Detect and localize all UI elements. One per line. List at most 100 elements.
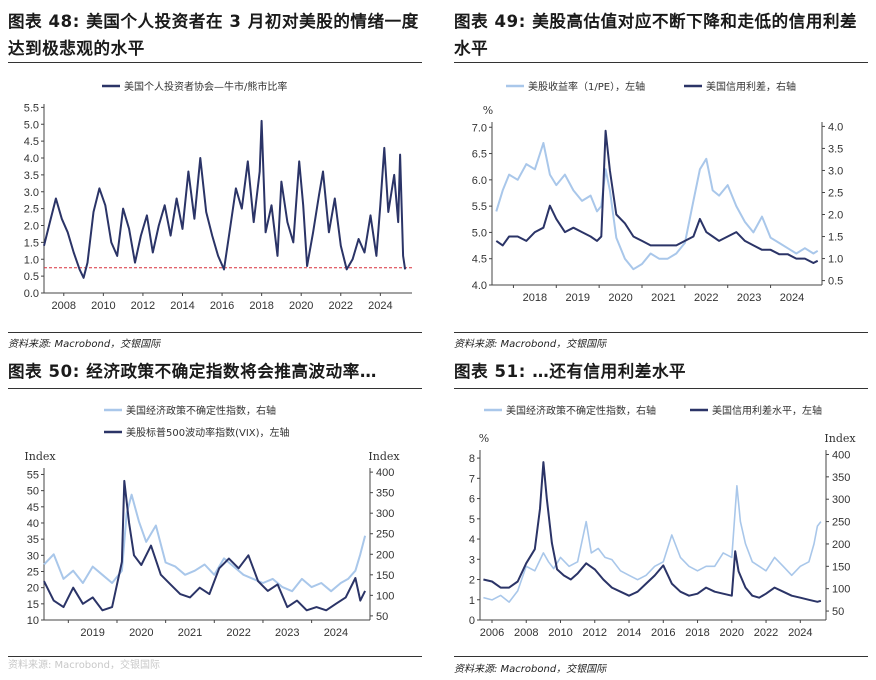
title-rule [454, 388, 868, 389]
y-tick-label-left: 40 [27, 518, 39, 530]
panel-uncertainty-vix: 图表 50: 经济政策不确定指数将会推高波动率… 10 15 20 25 30 35 40 4… [8, 338, 426, 678]
source-rule [8, 656, 422, 657]
x-tick-label: 2008 [52, 300, 76, 312]
legend-label-1: 美国个人投资者协会—牛市/熊市比率 [124, 80, 287, 93]
x-tick-label: 2018 [249, 300, 273, 312]
title-rule [8, 388, 422, 389]
source-rule [454, 332, 868, 333]
x-tick-label: 2022 [754, 627, 778, 639]
title-rule [8, 62, 422, 63]
y-tick-label-right: 300 [376, 508, 394, 520]
y-tick-label-right: 150 [376, 570, 394, 582]
y-tick-label-left: 2.5 [24, 204, 39, 216]
x-tick-label: 2020 [608, 292, 632, 304]
y-tick-label-left: 3.5 [24, 170, 39, 182]
y-unit-left: Index [24, 450, 56, 463]
panel-uncertainty-spread: 图表 51: …还有信用利差水平 0 1 2 3 4 5 6 7 8 50 100 150 200 250… [454, 338, 872, 678]
y-tick-label-right: 400 [376, 467, 394, 479]
y-tick-label-left: 5.0 [24, 119, 39, 131]
x-tick-label: 2022 [694, 292, 718, 304]
uncertainty-vix-chart: 10 15 20 25 30 35 40 45 50 55 50 100 150 200 250 300 350… [24, 404, 400, 639]
y-tick-label-right: 100 [376, 590, 394, 602]
legend-label-2: 美国信用利差水平，左轴 [712, 404, 822, 417]
sentiment-chart: 0.0 0.5 1.0 1.5 2.0 2.5 3.0 3.5 4.0 4.5 5.0 5.5 2008… [24, 80, 412, 312]
x-tick-label: 2024 [780, 292, 804, 304]
y-unit-left: % [483, 104, 493, 117]
y-tick-label-left: 20 [27, 583, 39, 595]
x-tick-label: 2018 [523, 292, 547, 304]
y-tick-label-right: 350 [376, 488, 394, 500]
y-tick-label-left: 0.0 [24, 288, 39, 300]
legend-label-1: 美股收益率（1/PE），左轴 [528, 80, 645, 93]
source-note: 资料来源: Macrobond，交银国际 [454, 339, 607, 350]
x-tick-label: 2008 [514, 627, 538, 639]
panel-valuation: 图表 49: 美股高估值对应不断下降和走低的信用利差水平 4.0 4.5 5.0 5.… [454, 0, 872, 350]
y-tick-label-left: 4.5 [472, 254, 487, 266]
x-tick-label: 2020 [720, 627, 744, 639]
y-tick-label-right: 250 [376, 529, 394, 541]
y-unit-right: Index [824, 432, 856, 445]
y-tick-label-right: 2.0 [828, 210, 843, 222]
x-tick-label: 2020 [129, 627, 153, 639]
x-tick-label: 2022 [226, 627, 250, 639]
y-tick-label-left: 5.5 [472, 201, 487, 213]
y-tick-label-right: 4.0 [828, 121, 843, 133]
y-tick-label-right: 200 [832, 539, 850, 551]
uncertainty-spread-chart: 0 1 2 3 4 5 6 7 8 50 100 150 200 250 300 350 400 2006 2008… [469, 404, 857, 639]
x-tick-label: 2016 [210, 300, 234, 312]
x-tick-label: 2021 [178, 627, 202, 639]
y-tick-label-left: 35 [27, 534, 39, 546]
title-rule [454, 62, 868, 63]
y-tick-label-right: 150 [832, 561, 850, 573]
series-line-1 [43, 119, 407, 279]
y-tick-label-right: 100 [832, 584, 850, 596]
x-tick-label: 2012 [131, 300, 155, 312]
series-line-2 [495, 129, 819, 264]
y-tick-label-left: 7 [469, 473, 475, 485]
x-tick-label: 2023 [737, 292, 761, 304]
series-line-2 [483, 461, 822, 603]
x-tick-label: 2019 [80, 627, 104, 639]
x-tick-label: 2024 [324, 627, 348, 639]
series-line-2 [43, 479, 366, 612]
legend-label-2: 美股标普500波动率指数(VIX)，左轴 [126, 426, 290, 439]
x-tick-label: 2014 [170, 300, 194, 312]
y-tick-label-right: 300 [832, 494, 850, 506]
y-tick-label-right: 350 [832, 472, 850, 484]
y-tick-label-left: 10 [27, 615, 39, 627]
y-unit-left: % [479, 432, 489, 445]
y-tick-label-left: 5.0 [472, 227, 487, 239]
y-tick-label-left: 7.0 [472, 122, 487, 134]
panel-sentiment: 图表 48: 美国个人投资者在 3 月初对美股的情绪一度达到极悲观的水平 0.0… [8, 0, 426, 350]
x-tick-label: 2014 [617, 627, 641, 639]
y-tick-label-left: 6.5 [472, 149, 487, 161]
y-tick-label-right: 250 [832, 517, 850, 529]
y-tick-label-left: 1.0 [24, 254, 39, 266]
x-tick-label: 2022 [329, 300, 353, 312]
y-tick-label-left: 2.0 [24, 221, 39, 233]
y-tick-label-right: 400 [832, 449, 850, 461]
y-tick-label-left: 6 [469, 494, 475, 506]
source-rule [8, 332, 422, 333]
chart-title: 图表 51: …还有信用利差水平 [454, 362, 687, 381]
y-tick-label-right: 50 [832, 606, 844, 618]
y-tick-label-right: 3.0 [828, 165, 843, 177]
source-note-watermark: 资料来源: Macrobond，交银国际 [8, 660, 160, 671]
y-tick-label-left: 1.5 [24, 237, 39, 249]
y-tick-label-right: 200 [376, 549, 394, 561]
x-tick-label: 2021 [651, 292, 675, 304]
y-tick-label-left: 15 [27, 599, 39, 611]
y-tick-label-left: 5.5 [24, 102, 39, 114]
x-tick-label: 2018 [685, 627, 709, 639]
y-tick-label-right: 2.5 [828, 187, 843, 199]
y-tick-label-left: 5 [469, 514, 475, 526]
y-tick-label-left: 50 [27, 486, 39, 498]
y-tick-label-left: 45 [27, 502, 39, 514]
y-tick-label-left: 30 [27, 550, 39, 562]
y-tick-label-left: 4.5 [24, 136, 39, 148]
chart-title: 图表 48: 美国个人投资者在 3 月初对美股的情绪一度达到极悲观的水平 [8, 12, 419, 58]
series-line-1 [43, 493, 367, 593]
y-tick-label-right: 3.5 [828, 143, 843, 155]
source-rule [454, 656, 868, 657]
y-tick-label-left: 25 [27, 566, 39, 578]
